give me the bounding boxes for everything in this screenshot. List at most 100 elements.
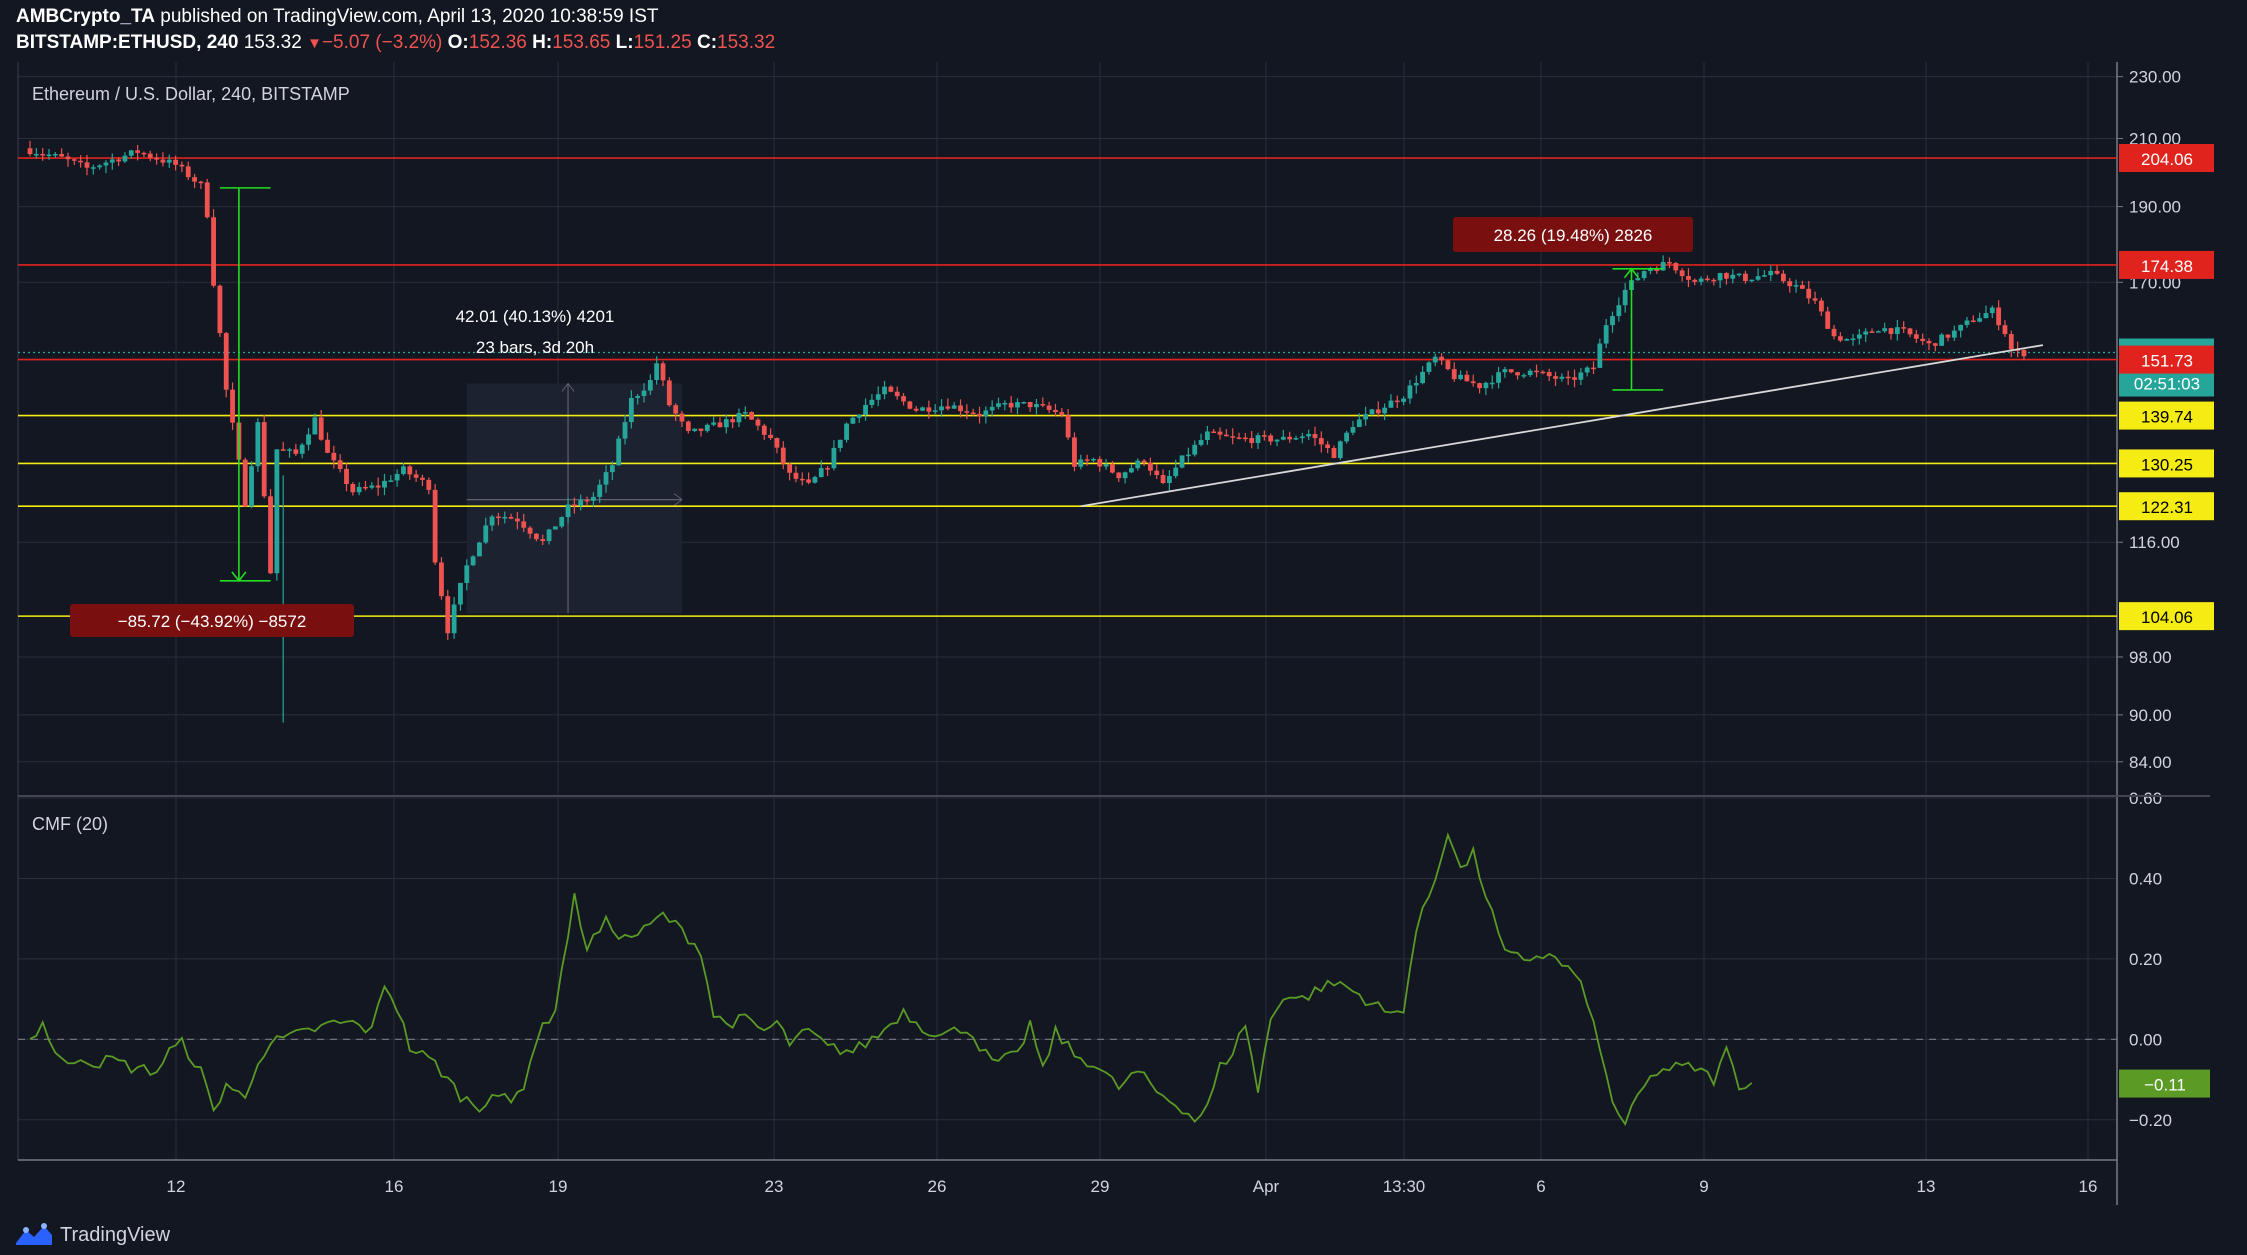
price-tag-label: 139.74: [2141, 408, 2193, 427]
candle-up: [565, 504, 571, 518]
candle-down: [1831, 328, 1837, 337]
candle-up: [578, 499, 584, 506]
candle-up: [1610, 316, 1615, 326]
candle-down: [1230, 436, 1236, 438]
cmf-tick-label: −0.20: [2129, 1111, 2172, 1130]
candle-up: [1989, 307, 1995, 314]
candle-down: [970, 412, 976, 415]
candle-up: [1489, 382, 1495, 385]
candle-up: [1122, 472, 1128, 479]
candle-down: [1540, 371, 1546, 374]
candle-up: [856, 414, 862, 418]
candle-up: [1597, 343, 1603, 368]
tradingview-brand[interactable]: TradingView: [14, 1221, 170, 1249]
candle-down: [1515, 372, 1520, 376]
candle-down: [71, 159, 77, 161]
candle-down: [1901, 327, 1907, 329]
candle-up: [932, 410, 938, 412]
candle-up: [1401, 398, 1407, 402]
candle-down: [717, 422, 723, 428]
candle-down: [1065, 415, 1071, 438]
candle-down: [1508, 369, 1514, 373]
candle-down: [1116, 472, 1122, 479]
measure-arrowhead-right: [673, 493, 683, 507]
candle-down: [1331, 448, 1337, 459]
candle-down: [534, 533, 539, 540]
candle-down: [1464, 374, 1470, 382]
candle-up: [1167, 476, 1172, 484]
candle-up: [1407, 385, 1413, 399]
candle-up: [1622, 289, 1628, 306]
price-chart[interactable]: 12 16 19 23 26 29 Apr 13:30 6 9 13 16 230.00 210.00 19…: [0, 0, 2247, 1220]
candle-down: [825, 468, 830, 470]
candle-up: [122, 155, 128, 162]
candle-down: [1223, 434, 1229, 437]
open-value: 152.36: [468, 32, 527, 53]
candle-down: [1692, 279, 1698, 282]
candle-up: [837, 439, 843, 448]
candle-down: [1072, 437, 1077, 467]
candle-up: [1280, 436, 1286, 440]
candle-up: [1698, 278, 1704, 282]
candle-up: [1135, 460, 1141, 469]
candle-up: [692, 428, 698, 431]
candle-down: [1591, 367, 1596, 370]
candle-up: [1185, 454, 1191, 457]
candle-down: [799, 478, 805, 481]
candle-up: [1578, 372, 1584, 380]
candle-down: [363, 486, 368, 489]
candle-down: [666, 380, 672, 406]
candle-up: [1344, 432, 1350, 442]
candle-up: [1021, 401, 1027, 404]
price-tag-label: 151.73: [2141, 352, 2193, 371]
candle-down: [515, 518, 520, 522]
candle-up: [850, 417, 856, 424]
candle-down: [375, 485, 381, 488]
candle-down: [40, 153, 46, 156]
candle-down: [179, 164, 185, 167]
candle-down: [78, 160, 84, 163]
candle-up: [1173, 467, 1179, 477]
candle-down: [445, 596, 451, 634]
candle-down: [793, 472, 799, 479]
range-price-label: 42.01 (40.13%) 4201: [456, 307, 615, 326]
candle-up: [1255, 435, 1261, 443]
candle-down: [242, 459, 248, 507]
candle-up: [1034, 404, 1039, 408]
candle-up: [1306, 434, 1312, 437]
candle-down: [527, 527, 533, 534]
candle-up: [546, 529, 552, 542]
candle-down: [1059, 412, 1065, 416]
cmf-tick-label: 0.60: [2129, 789, 2162, 808]
publication-line: AMBCrypto_TA published on TradingView.co…: [16, 6, 658, 28]
candle-up: [869, 399, 875, 405]
price-tag-resistance: [2119, 144, 2214, 173]
candle-down: [1920, 338, 1926, 342]
candle-up: [863, 404, 868, 415]
candle-down: [907, 401, 913, 409]
candle-up: [831, 447, 837, 469]
price-tag-label: 104.06: [2141, 608, 2193, 627]
candle-up: [388, 480, 394, 482]
candle-down: [1679, 270, 1685, 277]
candle-down: [673, 405, 679, 414]
candle-down: [331, 452, 337, 461]
candle-down: [1812, 298, 1818, 301]
candle-up: [711, 422, 717, 425]
author-name[interactable]: AMBCrypto_TA: [16, 6, 155, 27]
candle-down: [977, 413, 982, 417]
candle-up: [470, 556, 476, 566]
measure-rise-box: [1453, 217, 1693, 252]
measure-drop-arrowhead: [231, 571, 247, 583]
candle-down: [1394, 400, 1400, 403]
candle-down: [1667, 262, 1672, 264]
candle-up: [489, 516, 495, 526]
candle-down: [1097, 458, 1103, 467]
low-value: 151.25: [633, 32, 692, 53]
candle-up: [90, 167, 96, 169]
price-tag-support: [2119, 401, 2214, 430]
candle-down: [1053, 409, 1058, 413]
candle-up: [1103, 464, 1109, 467]
candle-down: [1141, 460, 1147, 463]
candle-up: [1958, 324, 1964, 331]
